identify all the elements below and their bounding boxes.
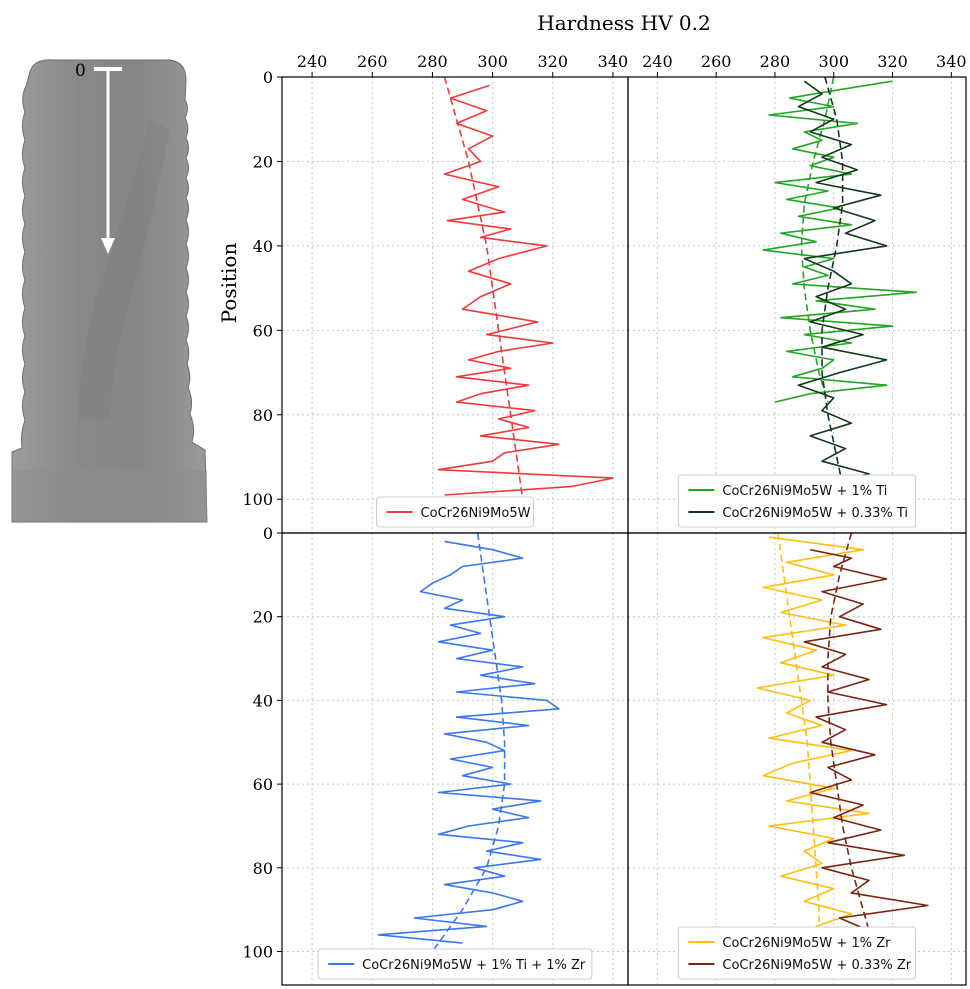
legend-entry-label: CoCr26Ni9Mo5W + 1% Zr [722,936,891,951]
series-line-amber [756,536,887,978]
marker-arrow-head [101,238,115,254]
x-tick-label: 320 [877,52,908,71]
legend-bottom-left: CoCr26Ni9Mo5W + 1% Ti + 1% Zr [317,948,593,980]
y-tick-label: 100 [242,943,273,962]
trend-line-amber [777,533,823,977]
panel-bottom-left: 0 20 40 60 80 100 CoCr26Ni9Mo5W + 1% Ti + 1% … [242,524,628,985]
specimen-silhouette [11,59,208,523]
y-tick-label: 100 [242,490,273,509]
trend-line-green [800,77,835,403]
x-tick-label: 300 [477,52,508,71]
trend-line-red [443,77,524,500]
x-tick-label: 320 [538,52,569,71]
specimen-flow-band [78,120,170,420]
legend-top-right: CoCr26Ni9Mo5W + 1% Ti CoCr26Ni9Mo5W + 0.3… [677,474,917,528]
x-tick-label: 240 [297,52,328,71]
series-line-blue [377,540,560,944]
y-tick-label: 80 [253,406,273,425]
x-tick-label: 280 [760,52,791,71]
y-axis-title: Position [217,243,241,324]
legend-box [317,948,593,980]
x-axis-title: Hardness HV 0.2 [537,11,710,35]
trend-line-brown [827,533,870,931]
specimen-base [12,470,207,522]
x-tick-label: 240 [642,52,673,71]
legend-box [677,474,917,528]
legend-bottom-right: CoCr26Ni9Mo5W + 1% Zr CoCr26Ni9Mo5W + 0.3… [677,926,917,980]
legend-entry-label: CoCr26Ni9Mo5W [421,506,531,521]
marker-zero-label: 0 [75,61,86,81]
y-tick-label: 20 [253,608,273,627]
y-tick-label: 80 [253,859,273,878]
trend-line-darkgreen [821,77,847,500]
x-tick-label: 260 [357,52,388,71]
legend-box [677,926,917,980]
y-tick-label: 20 [253,152,273,171]
x-tick-label: 280 [417,52,448,71]
panel-frames [281,76,967,986]
legend-box [376,496,534,528]
panel-top-right: 240 260 280 300 320 340 CoCr26Ni9Mo5W + 1% Ti… [628,52,967,533]
y-tick-label: 0 [263,524,273,543]
x-tick-label: 340 [598,52,629,71]
legend-entry-label: CoCr26Ni9Mo5W + 0.33% Zr [722,958,911,973]
x-tick-label: 300 [818,52,849,71]
trend-line-blue [431,533,506,952]
series-line-green [762,80,917,403]
panel-frame-bottom-right [627,532,967,986]
legend-entry-label: CoCr26Ni9Mo5W + 0.33% Ti [722,506,908,521]
legend-entry-label: CoCr26Ni9Mo5W + 1% Ti + 1% Zr [362,958,586,973]
x-tick-label: 340 [936,52,967,71]
y-tick-label: 0 [263,68,273,87]
x-tick-label: 260 [701,52,732,71]
panel-bottom-right: CoCr26Ni9Mo5W + 1% Zr CoCr26Ni9Mo5W + 0.3… [628,532,966,985]
series-line-red [437,84,614,496]
legend-entry-label: CoCr26Ni9Mo5W + 1% Ti [722,484,887,499]
specimen-image: 0 [11,59,208,523]
panel-frame-top-left [281,76,629,534]
series-line-brown [803,548,929,932]
y-tick-label: 40 [253,237,273,256]
panel-top-left: 240 260 280 300 320 340 0 20 40 60 80 100 CoCr26Ni9… [242,52,628,533]
y-tick-label: 60 [253,775,273,794]
y-tick-label: 40 [253,691,273,710]
legend-top-left: CoCr26Ni9Mo5W [376,496,534,528]
y-tick-label: 60 [253,321,273,340]
panel-frame-top-right [627,76,967,534]
